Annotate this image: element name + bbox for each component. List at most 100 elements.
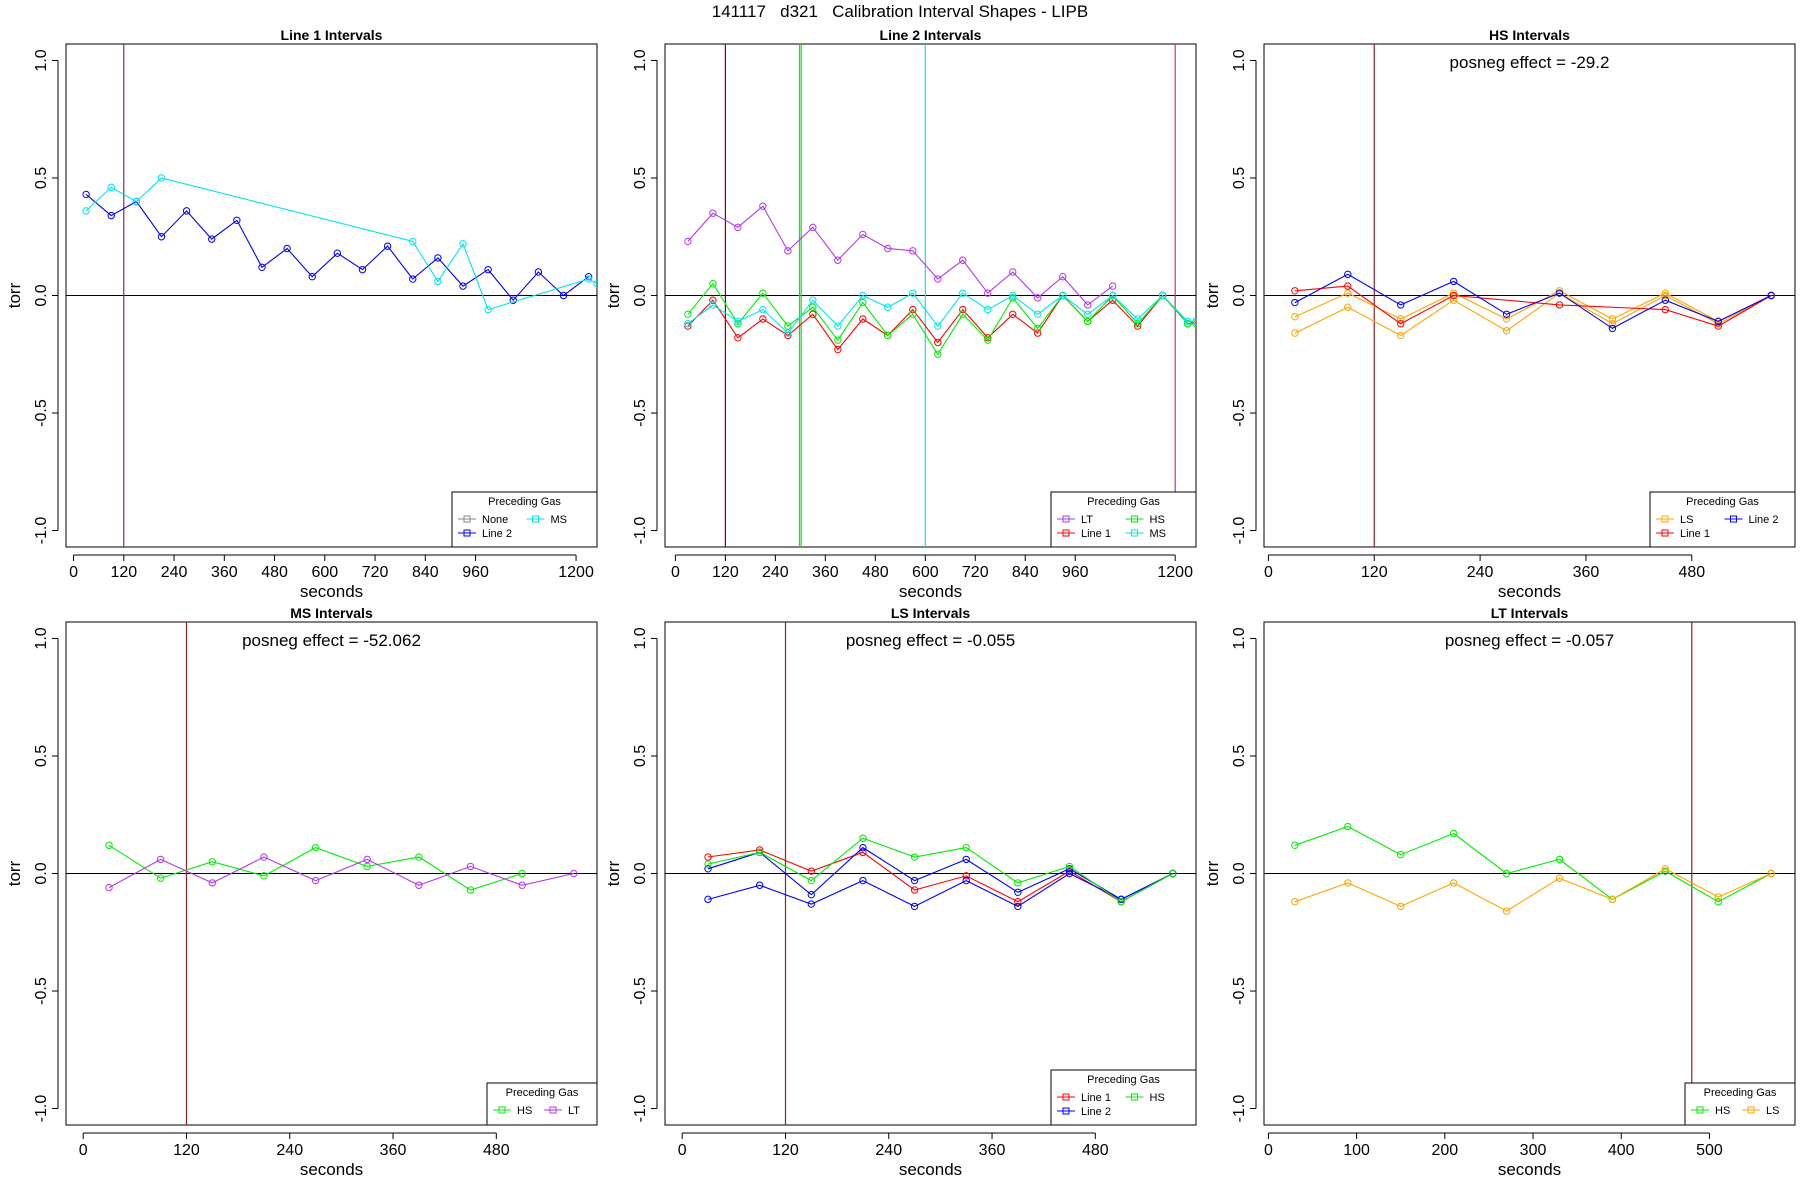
series-line-ls bbox=[1294, 868, 1772, 912]
series-line-ms bbox=[85, 177, 597, 311]
data-point bbox=[1059, 272, 1067, 281]
data-point bbox=[363, 855, 371, 864]
x-tick-label: 960 bbox=[462, 564, 489, 581]
chart-panel-4: MS Intervals 0 120 240 360 480 seconds -1.0 -0.5… bbox=[5, 605, 598, 1179]
posneg-annotation: posneg effect = -29.2 bbox=[1450, 53, 1610, 72]
y-axis-label: torr bbox=[5, 860, 24, 886]
series-line-line-2 bbox=[707, 872, 1174, 908]
data-point bbox=[1555, 874, 1564, 882]
data-point bbox=[909, 310, 917, 319]
x-tick-label: 240 bbox=[1467, 564, 1494, 581]
data-point bbox=[415, 853, 423, 861]
legend-box bbox=[1050, 491, 1197, 548]
data-point bbox=[534, 268, 543, 276]
legend-box bbox=[486, 1082, 598, 1126]
legend-entry-label: HS bbox=[1715, 1105, 1730, 1117]
y-tick-label: 0.0 bbox=[632, 284, 649, 306]
data-point bbox=[1192, 317, 1196, 326]
data-point bbox=[704, 853, 712, 861]
data-point bbox=[1661, 289, 1670, 297]
data-point bbox=[1449, 829, 1458, 838]
data-point bbox=[734, 334, 742, 342]
y-tick-label: -0.5 bbox=[632, 399, 649, 427]
data-point bbox=[1344, 303, 1352, 311]
data-point bbox=[466, 886, 475, 894]
legend-entry-label: Line 1 bbox=[1081, 1092, 1111, 1104]
data-point bbox=[1502, 310, 1511, 319]
data-point bbox=[934, 350, 942, 358]
x-tick-label: 240 bbox=[762, 564, 789, 581]
data-point bbox=[157, 233, 166, 241]
data-point bbox=[1084, 310, 1092, 319]
series-line-ls bbox=[1294, 290, 1772, 323]
series-line-ms bbox=[687, 292, 1196, 334]
y-tick-label: -1.0 bbox=[632, 1095, 649, 1123]
chart-panel-2: Line 2 Intervals 0 120 240 360 480 600 720 840 96… bbox=[604, 27, 1197, 601]
legend: Preceding Gas HS LT bbox=[486, 1082, 598, 1126]
data-point bbox=[910, 886, 919, 894]
y-tick-label: 0.0 bbox=[632, 862, 649, 884]
data-point bbox=[260, 872, 268, 880]
x-tick-label: 360 bbox=[979, 1142, 1006, 1159]
data-point bbox=[884, 303, 892, 311]
legend-title: Preceding Gas bbox=[1686, 496, 1759, 508]
data-point bbox=[1291, 898, 1299, 906]
legend-swatch-marker bbox=[1131, 515, 1138, 523]
data-point bbox=[1502, 869, 1511, 878]
y-tick-label: -0.5 bbox=[33, 399, 50, 427]
x-tick-label: 0 bbox=[79, 1142, 88, 1159]
y-tick-label: -0.5 bbox=[1231, 399, 1248, 427]
legend-swatch-marker bbox=[1661, 515, 1669, 523]
chart-title: LS Intervals bbox=[891, 605, 971, 621]
data-point bbox=[434, 254, 442, 262]
data-point bbox=[959, 305, 967, 314]
x-tick-label: 480 bbox=[1678, 564, 1705, 581]
chart-panel-1: Line 1 Intervals 0 120 240 360 480 600 720 840 96… bbox=[5, 27, 598, 601]
data-point bbox=[909, 247, 917, 255]
data-point bbox=[859, 298, 867, 307]
data-point bbox=[182, 207, 191, 215]
data-point bbox=[1608, 320, 1617, 328]
data-point bbox=[1449, 879, 1458, 887]
data-point bbox=[884, 331, 892, 340]
data-point bbox=[959, 256, 967, 264]
data-point bbox=[684, 237, 692, 246]
data-point bbox=[208, 858, 217, 866]
data-point bbox=[984, 305, 992, 314]
data-point bbox=[1767, 291, 1775, 300]
data-point bbox=[962, 843, 970, 852]
data-point bbox=[1183, 320, 1192, 328]
data-point bbox=[1065, 869, 1074, 878]
data-point bbox=[559, 291, 568, 300]
data-point bbox=[82, 190, 90, 199]
series-line-hs bbox=[108, 844, 523, 891]
data-point bbox=[859, 876, 867, 885]
data-point bbox=[1555, 855, 1564, 864]
x-tick-label: 120 bbox=[712, 564, 739, 581]
y-tick-label: 0.0 bbox=[33, 862, 50, 884]
data-point bbox=[434, 277, 442, 286]
data-point bbox=[466, 862, 475, 871]
data-point bbox=[1344, 289, 1352, 297]
x-tick-label: 480 bbox=[1082, 1142, 1109, 1159]
posneg-annotation: posneg effect = -0.055 bbox=[846, 631, 1015, 650]
x-tick-label: 0 bbox=[678, 1142, 687, 1159]
data-point bbox=[1065, 862, 1074, 871]
data-point bbox=[1397, 320, 1405, 328]
data-point bbox=[859, 230, 867, 239]
plot-data bbox=[66, 622, 597, 1125]
legend-entry-label: Line 2 bbox=[1749, 514, 1779, 526]
data-point bbox=[962, 855, 970, 864]
data-point bbox=[1344, 879, 1352, 887]
data-point bbox=[709, 280, 717, 288]
x-tick-label: 600 bbox=[912, 564, 939, 581]
data-point bbox=[734, 223, 742, 232]
data-point bbox=[1449, 291, 1458, 300]
x-tick-label: 0 bbox=[69, 564, 78, 581]
legend-swatch-marker bbox=[1747, 1106, 1755, 1114]
data-point bbox=[1034, 310, 1042, 319]
y-tick-label: -1.0 bbox=[1231, 517, 1248, 545]
y-tick-label: -1.0 bbox=[33, 1095, 50, 1123]
data-point bbox=[1084, 317, 1092, 326]
